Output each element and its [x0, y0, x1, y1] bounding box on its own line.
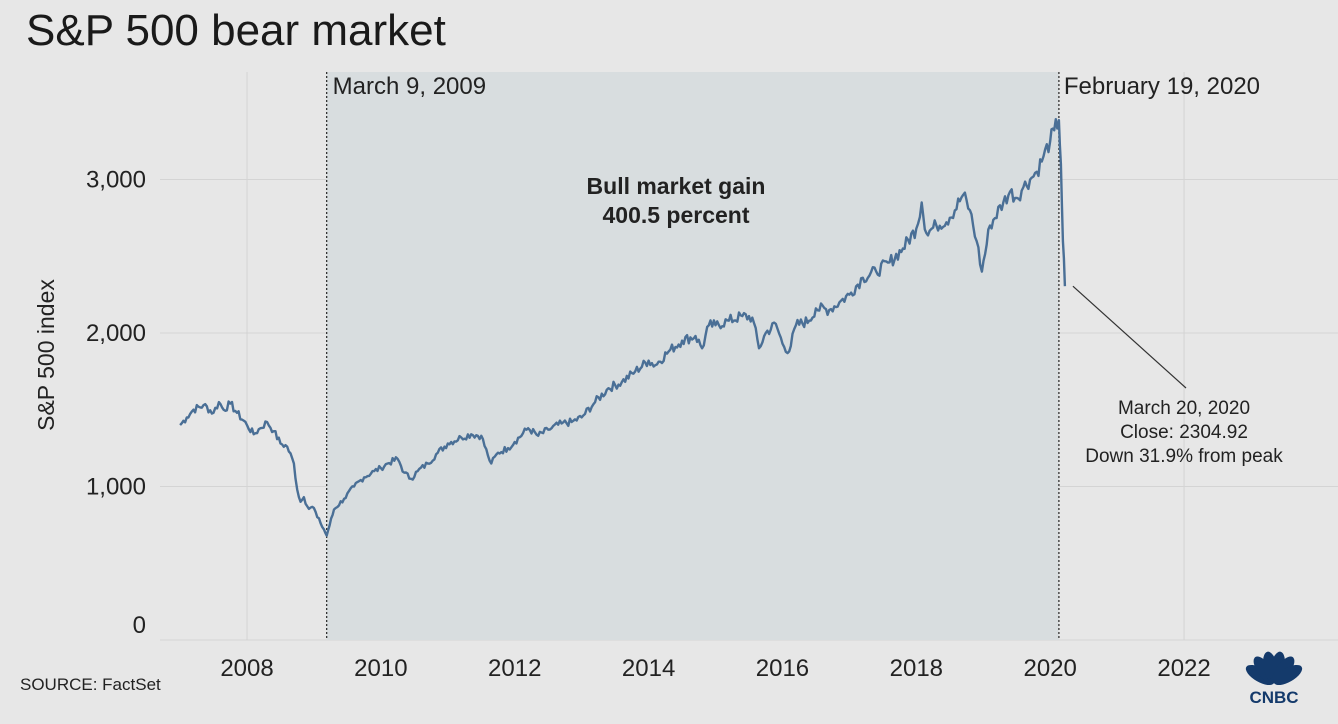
bull-market-shaded-region	[326, 72, 1059, 640]
y-tick-label-0: 0	[133, 612, 146, 639]
bull-market-percent-label: 400.5 percent	[602, 202, 749, 228]
sp500-series-line	[179, 118, 1067, 537]
y-tick-label-3: 3,000	[86, 166, 146, 193]
x-tick-label-3: 2014	[622, 655, 675, 682]
low-annotation-leader-line	[1072, 285, 1187, 389]
start-date-label: March 9, 2009	[333, 73, 486, 100]
low-date-label: March 20, 2020	[1118, 398, 1250, 419]
bull-market-gain-label: Bull market gain	[587, 173, 766, 199]
cnbc-logo: CNBC	[1245, 651, 1303, 707]
y-axis-label: S&P 500 index	[33, 279, 59, 431]
x-tick-label-1: 2010	[354, 655, 407, 682]
x-tick-label-0: 2008	[220, 655, 273, 682]
x-tick-label-7: 2022	[1157, 655, 1210, 682]
y-tick-label-1: 1,000	[86, 473, 146, 500]
x-tick-label-2: 2012	[488, 655, 541, 682]
cnbc-logo-text: CNBC	[1249, 688, 1298, 707]
x-tick-label-5: 2018	[890, 655, 943, 682]
y-tick-labels: 0 1,000 2,000 3,000	[86, 166, 146, 639]
chart-title: S&P 500 bear market	[26, 6, 446, 55]
source-label: SOURCE: FactSet	[20, 675, 161, 694]
peak-date-label: February 19, 2020	[1064, 73, 1260, 100]
x-tick-labels: 2008 2010 2012 2014 2016 2018 2020 2022	[220, 655, 1210, 682]
low-close-label: Close: 2304.92	[1120, 422, 1248, 443]
y-tick-label-2: 2,000	[86, 320, 146, 347]
peacock-icon	[1245, 651, 1303, 686]
low-decline-label: Down 31.9% from peak	[1085, 446, 1283, 467]
x-tick-label-6: 2020	[1023, 655, 1076, 682]
x-tick-label-4: 2016	[756, 655, 809, 682]
